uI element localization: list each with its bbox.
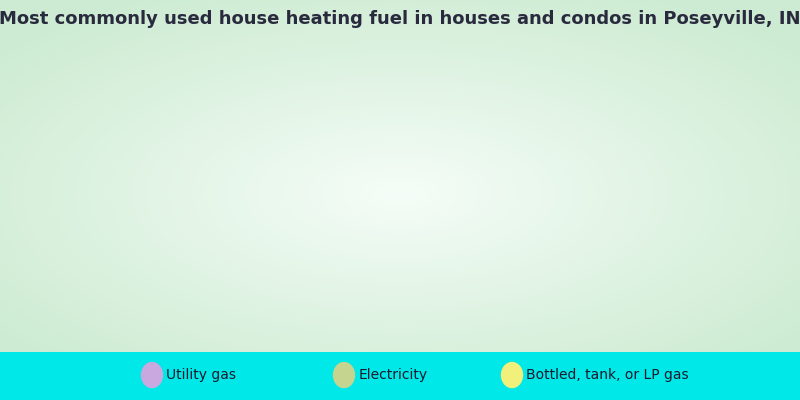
Ellipse shape [141, 362, 163, 388]
Wedge shape [428, 42, 570, 196]
Ellipse shape [501, 362, 523, 388]
Text: Most commonly used house heating fuel in houses and condos in Poseyville, IN: Most commonly used house heating fuel in… [0, 10, 800, 28]
Text: City-Data.com: City-Data.com [548, 29, 632, 42]
Text: Utility gas: Utility gas [166, 368, 237, 382]
Text: Electricity: Electricity [358, 368, 427, 382]
Wedge shape [494, 187, 572, 206]
Ellipse shape [333, 362, 355, 388]
Wedge shape [228, 34, 450, 206]
Text: Bottled, tank, or LP gas: Bottled, tank, or LP gas [526, 368, 689, 382]
